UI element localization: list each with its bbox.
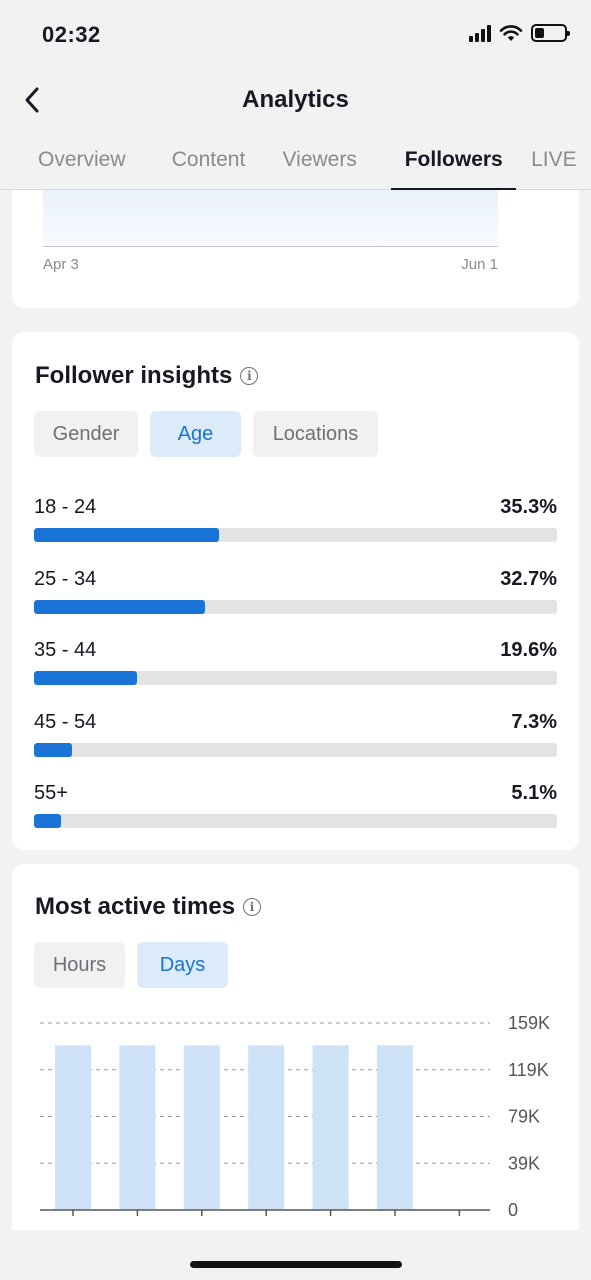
x-axis-end-label: Jun 1 [461,256,498,273]
age-percent: 5.1% [511,782,557,804]
y-tick-label: 119K [508,1060,549,1080]
age-bar-fill [34,600,206,614]
chart-bar [312,1045,349,1210]
page-title: Analytics [242,86,349,113]
most-active-times-title: Most active times [35,893,236,920]
y-tick-label: 79K [508,1107,540,1127]
chart-bar [119,1045,156,1210]
most-active-times-heading: Most active times i [35,893,262,921]
chart-x-axis [43,246,498,247]
most-active-times-card: Most active times i Hours Days 159K 119K 7… [12,864,579,1230]
filter-age[interactable]: Age [150,411,241,457]
area-chart-fill [43,190,498,246]
age-row: 18 - 24 35.3% [34,496,557,544]
filter-hours[interactable]: Hours [34,942,125,988]
age-row: 55+ 5.1% [34,782,557,830]
age-range-label: 35 - 44 [34,639,97,661]
age-row: 35 - 44 19.6% [34,639,557,687]
nav-header: Analytics [0,70,591,130]
status-icons [469,24,570,42]
cellular-signal-icon [469,24,491,42]
age-bar-fill [34,671,137,685]
status-bar: 02:32 [0,0,591,70]
tab-viewers[interactable]: Viewers [282,148,357,171]
follower-insights-card: Follower insights i Gender Age Locations… [12,332,579,850]
age-bar-track [34,743,557,757]
age-range-label: 25 - 34 [34,568,97,590]
chart-bar [248,1045,285,1210]
age-bar-track [34,814,557,828]
chart-bar [55,1045,91,1210]
age-percent: 35.3% [500,496,557,518]
y-tick-label: 0 [508,1200,518,1220]
age-bar-fill [34,814,61,828]
tab-live[interactable]: LIVE [531,148,577,171]
age-row: 25 - 34 32.7% [34,568,557,616]
age-bar-fill [34,528,219,542]
active-times-filter-row: Hours Days [34,942,228,988]
age-bar-track [34,671,557,685]
age-range-label: 18 - 24 [34,496,97,518]
tab-bar: Overview Content Viewers Followers LIVE [0,130,591,191]
info-icon[interactable]: i [243,898,262,916]
info-icon[interactable]: i [240,367,259,385]
filter-days[interactable]: Days [137,942,228,988]
age-row: 45 - 54 7.3% [34,711,557,759]
chevron-left-icon [25,87,39,113]
age-percent: 19.6% [500,639,557,661]
chart-bar [377,1045,413,1210]
follower-insights-heading: Follower insights i [35,362,259,390]
active-times-chart: 159K 119K 79K 39K 0 [40,1013,550,1220]
age-bar-track [34,528,557,542]
wifi-icon [499,25,523,41]
status-time: 02:32 [42,22,101,47]
insights-filter-row: Gender Age Locations [34,411,378,457]
tab-content[interactable]: Content [171,148,246,171]
age-percent: 7.3% [511,711,557,733]
age-range-label: 55+ [34,782,68,804]
age-range-label: 45 - 54 [34,711,97,733]
tab-overview[interactable]: Overview [38,148,126,171]
y-tick-label: 159K [508,1013,550,1033]
age-bar-fill [34,743,73,757]
home-indicator[interactable] [190,1261,402,1268]
follower-insights-title: Follower insights [35,362,233,389]
battery-icon [531,24,570,42]
back-button[interactable] [14,82,50,118]
x-axis-start-label: Apr 3 [43,256,79,273]
filter-locations[interactable]: Locations [253,411,378,457]
filter-gender[interactable]: Gender [34,411,138,457]
tab-followers[interactable]: Followers [391,130,516,191]
y-tick-label: 39K [508,1153,540,1173]
chart-bar [183,1045,220,1210]
age-bar-track [34,600,557,614]
follower-growth-card: Apr 3 Jun 1 [12,190,579,308]
age-percent: 32.7% [500,568,557,590]
